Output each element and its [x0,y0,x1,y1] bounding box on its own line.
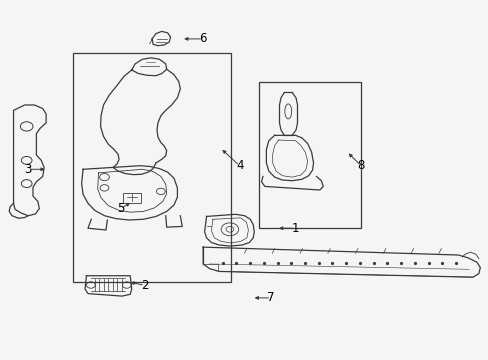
Text: 3: 3 [24,163,32,176]
Bar [122,193,141,203]
Text: 1: 1 [291,222,299,235]
Bar [259,82,361,228]
Text: 8: 8 [357,159,364,172]
Text: 4: 4 [235,159,243,172]
Text: 7: 7 [267,291,274,305]
Bar [73,53,231,282]
Text: 5: 5 [117,202,124,215]
Text: 6: 6 [199,32,206,45]
Text: 2: 2 [141,279,148,292]
